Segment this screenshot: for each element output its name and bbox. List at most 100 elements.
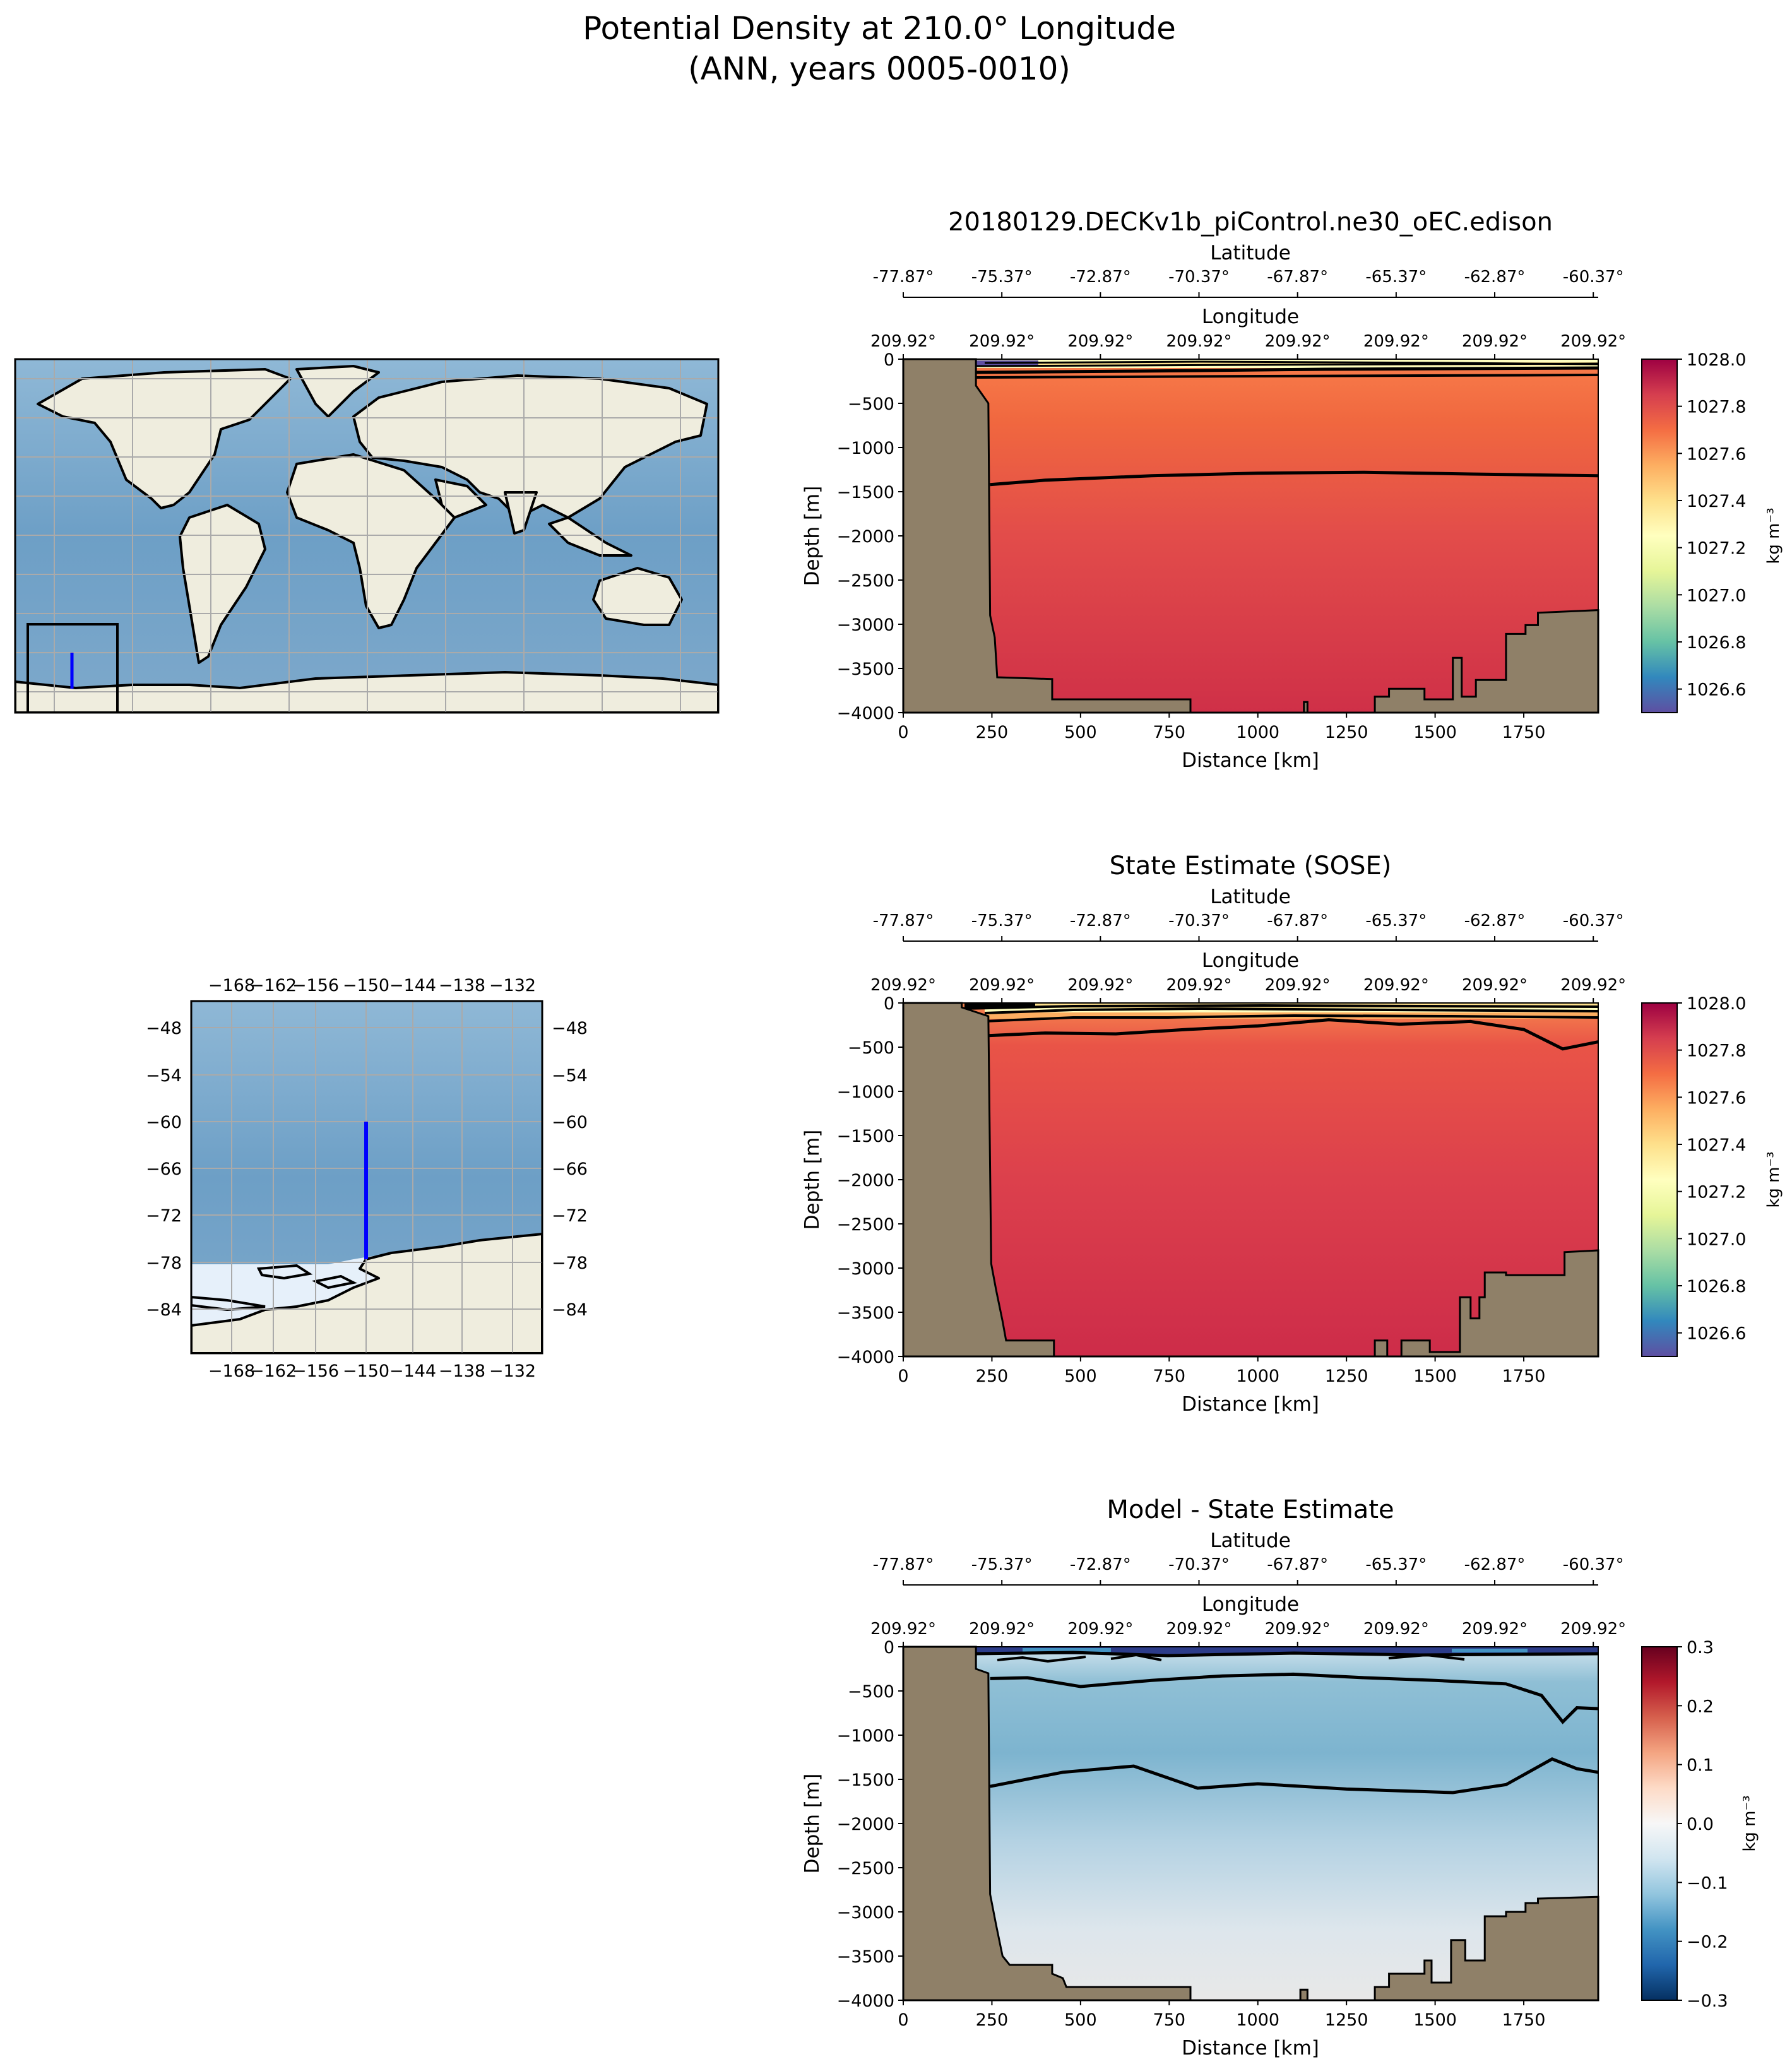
diff-lat-tick-label: -70.37° [1168, 1555, 1230, 1574]
model-colorbar [1641, 359, 1678, 713]
model-lon-tick-label: 209.92° [1067, 332, 1133, 351]
inset-x-tick-top: −132 [489, 976, 536, 995]
global-map [14, 358, 720, 714]
diff-lon-tick-label: 209.92° [969, 1620, 1035, 1639]
sose-colorbar-tick-label: 1027.8 [1687, 1041, 1746, 1061]
sose-colorbar-tick-label: 1027.0 [1687, 1230, 1746, 1249]
diff-y-tick-label: −2000 [837, 1815, 894, 1834]
model-lon-ticks: 209.92° 209.92° 209.92° 209.92° 209.92° 209.9… [870, 332, 1626, 359]
inset-island-1 [256, 1264, 313, 1280]
diff-section-panel: Model - State Estimate Latitude Longitud… [801, 1495, 1759, 2060]
model-lon-tick-label: 209.92° [870, 332, 936, 351]
diff-x-tick-label: 1250 [1325, 2010, 1368, 2030]
sose-y-tick-label: −4000 [837, 1348, 894, 1367]
sose-lon-tick-label: 209.92° [1265, 976, 1331, 995]
model-lat-tick-label: -77.87° [873, 268, 934, 287]
diff-lat-tick-label: -65.37° [1365, 1555, 1427, 1574]
sose-lon-tick-label: 209.92° [1560, 976, 1626, 995]
sose-lat-label: Latitude [1210, 886, 1291, 908]
model-lon-tick-label: 209.92° [1462, 332, 1528, 351]
sose-lat-tick-label: -60.37° [1563, 911, 1624, 930]
diff-bathymetry [902, 1646, 1599, 2002]
australia-shape [592, 567, 683, 626]
sose-colorbar-label: kg m⁻³ [1764, 1151, 1783, 1207]
south-america-shape [179, 504, 266, 664]
diff-lat-label: Latitude [1210, 1529, 1291, 1552]
diff-colorbar-tick-label: 0.2 [1687, 1697, 1714, 1716]
inset-y-tick-left: −84 [146, 1300, 182, 1320]
diff-colorbar-tick-label: 0.1 [1687, 1756, 1714, 1776]
model-x-tick-label: 0 [898, 723, 908, 742]
diff-lon-tick-label: 209.92° [1560, 1620, 1626, 1639]
inset-x-tick-top: −162 [250, 976, 297, 995]
diff-y-ticks: 0 −500 −1000 −1500 −2000 −2500 −3000 −3500 −4000 [837, 1638, 903, 2011]
inset-x-tick-top: −156 [292, 976, 339, 995]
sose-lon-tick-label: 209.92° [969, 976, 1035, 995]
sose-x-tick-label: 750 [1153, 1367, 1186, 1386]
inset-x-tick-bottom: −162 [250, 1361, 297, 1381]
inset-x-tick-top: −144 [389, 976, 436, 995]
inset-y-tick-right: −84 [552, 1300, 588, 1320]
model-colorbar-tick-label: 1026.6 [1687, 680, 1746, 700]
diff-colorbar-tick-label: −0.3 [1687, 1991, 1728, 2011]
model-lon-tick-label: 209.92° [1166, 332, 1232, 351]
sose-xlabel: Distance [km] [1182, 1393, 1319, 1416]
inset-island-2 [191, 1295, 266, 1312]
sose-y-tick-label: −2500 [837, 1215, 894, 1235]
model-y-tick-label: −2000 [837, 527, 894, 547]
africa-shape [286, 453, 456, 629]
sose-title: State Estimate (SOSE) [1110, 851, 1392, 881]
model-lat-tick-label: -65.37° [1365, 268, 1427, 287]
model-field [903, 359, 1598, 713]
sose-lon-tick-label: 209.92° [1363, 976, 1429, 995]
model-xlabel: Distance [km] [1182, 749, 1319, 772]
model-bathymetry [902, 358, 1599, 714]
model-x-tick-label: 750 [1153, 723, 1186, 742]
sose-lat-tick-label: -65.37° [1365, 911, 1427, 930]
model-x-tick-label: 1250 [1325, 723, 1368, 742]
inset-x-tick-bottom: −138 [439, 1361, 485, 1381]
model-lat-ticks: -77.87° -75.37° -72.87° -70.37° -67.87° -65.3… [873, 268, 1624, 298]
diff-colorbar [1641, 1646, 1678, 2001]
diff-lat-tick-label: -62.87° [1464, 1555, 1526, 1574]
model-x-tick-label: 1000 [1236, 723, 1279, 742]
sose-y-tick-label: −3000 [837, 1259, 894, 1279]
inset-x-ticks: −168−168−162−162−156−156−150−150−144−144… [208, 976, 536, 1381]
diff-lon-tick-label: 209.92° [1067, 1620, 1133, 1639]
inset-content [191, 1001, 542, 1353]
model-x-tick-label: 1500 [1413, 723, 1457, 742]
model-y-tick-label: −3500 [837, 660, 894, 679]
diff-colorbar-ticks: −0.3 −0.2 −0.1 0.0 0.1 0.2 0.3 [1677, 1638, 1728, 2011]
inset-x-tick-bottom: −144 [389, 1361, 436, 1381]
inset-y-tick-right: −54 [552, 1066, 588, 1086]
model-lon-label: Longitude [1202, 305, 1299, 328]
diff-x-tick-label: 500 [1064, 2010, 1097, 2030]
inset-map: −168−168−162−162−156−156−150−150−144−144… [146, 976, 588, 1381]
sose-lat-tick-label: -70.37° [1168, 911, 1230, 930]
sose-y-tick-label: −500 [848, 1038, 894, 1058]
diff-y-tick-label: −3500 [837, 1947, 894, 1967]
inset-x-tick-bottom: −132 [489, 1361, 536, 1381]
model-ylabel: Depth [m] [801, 486, 824, 586]
inset-y-ticks: −48 −48 −54 −54 −60 −60 −66 −66 −72 −72 −78 −78 −84 −… [146, 1019, 588, 1320]
model-colorbar-tick-label: 1026.8 [1687, 633, 1746, 653]
diff-y-tick-label: 0 [884, 1638, 894, 1658]
inset-y-tick-left: −60 [146, 1113, 182, 1132]
model-y-tick-label: −1000 [837, 439, 894, 458]
sose-bathymetry [902, 1002, 1599, 1358]
sose-lon-label: Longitude [1202, 949, 1299, 972]
model-y-ticks: 0 −500 −1000 −1500 −2000 −2500 −3000 −3500 −4000 [837, 350, 903, 723]
model-x-ticks: 0 250 500 750 1000 1250 1500 1750 [898, 713, 1545, 742]
diff-x-tick-label: 1500 [1413, 2010, 1457, 2030]
diff-lon-tick-label: 209.92° [870, 1620, 936, 1639]
diff-x-tick-label: 250 [976, 2010, 1009, 2030]
diff-lon-label: Longitude [1202, 1593, 1299, 1616]
diff-y-tick-label: −2500 [837, 1859, 894, 1878]
sose-ylabel: Depth [m] [801, 1130, 824, 1230]
diff-ylabel: Depth [m] [801, 1774, 824, 1874]
sose-x-tick-label: 250 [976, 1367, 1009, 1386]
sose-lat-tick-label: -62.87° [1464, 911, 1526, 930]
diff-lat-tick-label: -67.87° [1267, 1555, 1328, 1574]
diff-lon-tick-label: 209.92° [1265, 1620, 1331, 1639]
sose-lat-ticks: -77.87° -75.37° -72.87° -70.37° -67.87° -65.3… [873, 911, 1624, 942]
